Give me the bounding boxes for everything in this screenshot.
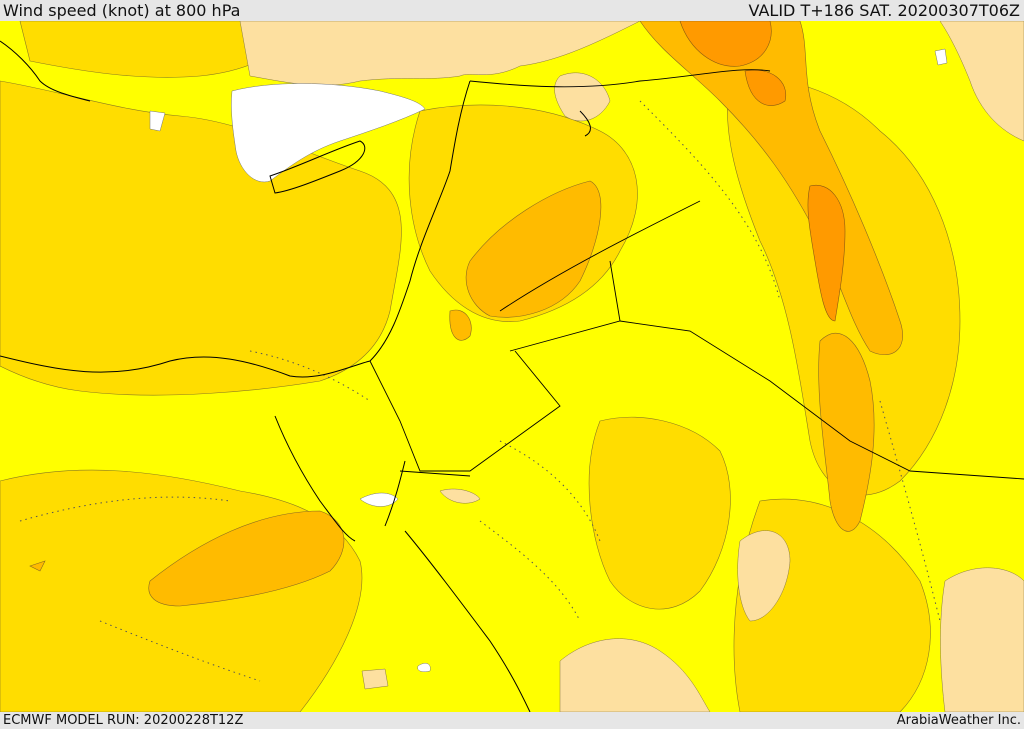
footer-bar: ECMWF MODEL RUN: 20200228T12Z ArabiaWeat… [0, 712, 1024, 729]
map-title: Wind speed (knot) at 800 hPa [3, 1, 241, 20]
strong-wind-areas [679, 21, 846, 322]
valid-time-label: VALID T+186 SAT. 20200307T06Z [748, 1, 1020, 20]
model-run-label: ECMWF MODEL RUN: 20200228T12Z [3, 713, 244, 728]
map-canvas [0, 21, 1024, 712]
dotted-contours [19, 100, 941, 682]
coastlines [0, 40, 591, 712]
wind-speed-map [0, 21, 1024, 712]
light-gust-areas [239, 21, 1024, 712]
country-borders [369, 69, 1024, 480]
calm-areas [149, 48, 948, 673]
header-bar: Wind speed (knot) at 800 hPa VALID T+186… [0, 0, 1024, 21]
credit-label: ArabiaWeather Inc. [896, 713, 1021, 728]
